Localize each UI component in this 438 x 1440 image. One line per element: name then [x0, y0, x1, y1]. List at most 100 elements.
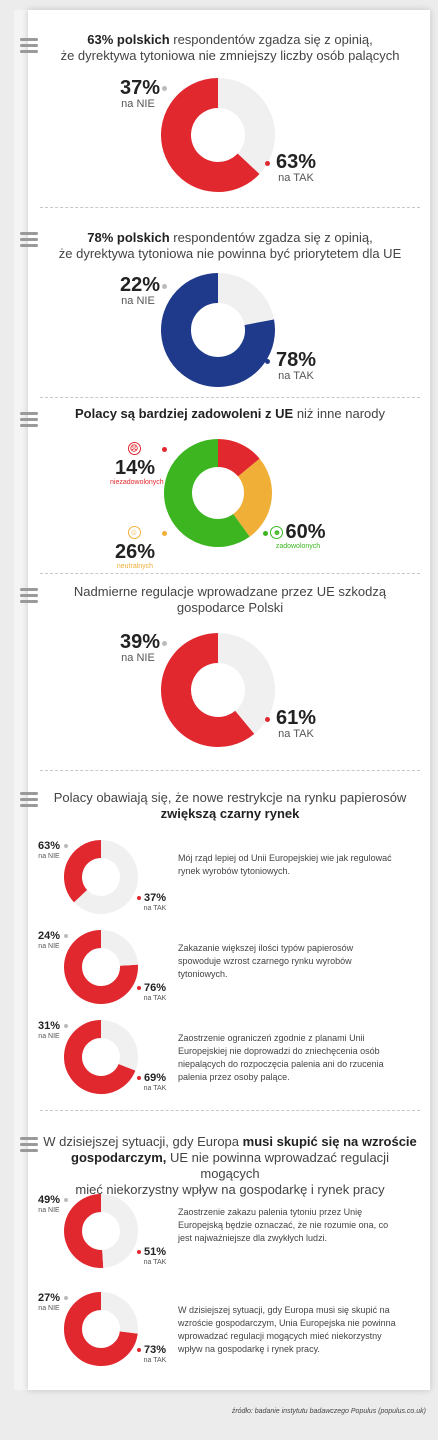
small-nie-percent: 49% — [37, 1194, 61, 1206]
chart3-neu-group: ☺26% neutralnych — [110, 522, 160, 571]
small-tak-dot — [137, 986, 141, 990]
chart2-title-line2: że dyrektywa tytoniowa nie powinna być p… — [58, 246, 402, 261]
donut-slice-na-TAK — [64, 1194, 104, 1268]
small-tak-label: na TAK — [143, 1259, 167, 1266]
small-nie-percent: 24% — [37, 930, 61, 942]
section-divider — [40, 573, 420, 574]
chart2-nie-label: na NIE — [121, 295, 155, 307]
small-tak-percent: 69% — [143, 1072, 167, 1084]
donut-slice-na-NIE — [217, 633, 275, 734]
small-nie-label: na NIE — [38, 1033, 60, 1040]
small-donut — [64, 1194, 138, 1268]
small-nie-group: 49% na NIE — [36, 1194, 62, 1215]
section-divider — [40, 1110, 420, 1111]
small-tak-label: na TAK — [143, 1357, 167, 1364]
binder-rings-icon — [20, 38, 38, 56]
small-nie-group: 24% na NIE — [36, 930, 62, 951]
chart4-title-line1: Nadmierne regulacje wprowadzane przez UE… — [73, 584, 387, 599]
small-nie-group: 27% na NIE — [36, 1292, 62, 1313]
notebook-spine — [14, 10, 29, 1390]
section-divider — [40, 207, 420, 208]
donut-slice-na-TAK — [64, 840, 102, 903]
donut-slice-na-NIE — [100, 1020, 138, 1071]
source-note: źródło: badanie instytutu badawczego Pop… — [231, 1408, 426, 1415]
chart2-title: 78% polskich respondentów zgadza się z o… — [40, 230, 420, 262]
binder-rings-icon — [20, 588, 38, 606]
chart1-title-bold: 63% polskich — [87, 32, 170, 47]
small-nie-label: na NIE — [38, 853, 60, 860]
neutral-face-icon: ☺ — [127, 526, 141, 540]
small-nie-group: 31% na NIE — [36, 1020, 62, 1041]
chart1-donut — [161, 78, 275, 192]
small-donut — [64, 1020, 138, 1094]
binder-rings-icon — [20, 792, 38, 810]
small-donut — [64, 1292, 138, 1366]
section-divider — [40, 397, 420, 398]
section6-title-bold1: musi skupić się na wzroście — [242, 1134, 417, 1149]
donut-slice-na-TAK — [64, 1292, 138, 1366]
chart1-nie-dot — [162, 86, 167, 91]
donut-slice-na-TAK — [64, 930, 138, 1004]
donut-slice-na-TAK — [161, 633, 255, 747]
small-tak-dot — [137, 896, 141, 900]
small-nie-dot — [64, 1198, 68, 1202]
binder-rings-icon — [20, 1137, 38, 1155]
chart3-neg-dot — [162, 447, 167, 452]
chart2-nie-percent: 22% — [120, 274, 161, 296]
chart2-nie-dot — [162, 284, 167, 289]
chart3-neu-dot — [162, 531, 167, 536]
chart1-tak-label: na TAK — [278, 172, 314, 184]
chart3-pos-label: zadowolonych — [275, 543, 321, 550]
chart3-neg-label: niezadowolonych — [110, 479, 164, 486]
small-nie-dot — [64, 934, 68, 938]
chart3-neu-label: neutralnych — [116, 563, 154, 570]
small-nie-label: na NIE — [38, 943, 60, 950]
small-tak-dot — [137, 1348, 141, 1352]
small-tak-label: na TAK — [143, 1085, 167, 1092]
section6-title-pre: W dzisiejszej sytuacji, gdy Europa — [43, 1134, 243, 1149]
donut-slice-na-NIE — [100, 930, 138, 967]
chart1-nie-percent: 37% — [120, 77, 161, 99]
small-nie-label: na NIE — [38, 1305, 60, 1312]
small-tak-group: 73% na TAK — [142, 1344, 168, 1365]
chart1-nie-group: 37% na NIE — [120, 77, 161, 111]
section6-title-rest: UE nie powinna wprowadzać regulacji mogą… — [166, 1150, 389, 1181]
chart1-tak-dot — [265, 161, 270, 166]
chart4-nie-group: 39% na NIE — [120, 632, 160, 665]
small-nie-dot — [64, 844, 68, 848]
chart2-title-bold: 78% polskich — [87, 230, 170, 245]
small-tak-percent: 37% — [143, 892, 167, 904]
small-nie-group: 63% na NIE — [36, 840, 62, 861]
item-caption: Zaostrzenie zakazu palenia tytoniu przez… — [178, 1207, 389, 1243]
chart4-tak-group: 61% na TAK — [276, 708, 316, 741]
chart2-donut — [161, 273, 275, 387]
small-nie-label: na NIE — [38, 1207, 60, 1214]
chart4-title: Nadmierne regulacje wprowadzane przez UE… — [40, 584, 420, 616]
chart2-tak-group: 78% na TAK — [276, 350, 316, 383]
chart4-title-line2: gospodarce Polski — [176, 600, 284, 615]
paper-sheet — [28, 10, 430, 1390]
small-nie-dot — [64, 1296, 68, 1300]
small-tak-group: 76% na TAK — [142, 982, 168, 1003]
item-caption: Zakazanie większej ilości typów papieros… — [178, 943, 354, 979]
binder-rings-icon — [20, 412, 38, 430]
small-nie-percent: 63% — [37, 840, 61, 852]
chart3-pos-group: ☻ 60% zadowolonych — [270, 522, 326, 551]
chart4-tak-dot — [265, 717, 270, 722]
section5-title: Polacy obawiają się, że nowe restrykcje … — [40, 790, 420, 822]
donut-slice-na-NIE — [217, 78, 275, 175]
chart2-nie-group: 22% na NIE — [120, 274, 161, 308]
chart3-title-rest: niż inne narody — [293, 406, 385, 421]
small-tak-percent: 51% — [143, 1246, 167, 1258]
donut-slice-neutralnych — [232, 458, 272, 537]
item-caption: W dzisiejszej sytuacji, gdy Europa musi … — [178, 1305, 396, 1354]
small-tak-group: 51% na TAK — [142, 1246, 168, 1267]
chart2-tak-label: na TAK — [278, 370, 314, 382]
small-tak-percent: 73% — [143, 1344, 167, 1356]
donut-slice-zadowolonych — [164, 439, 250, 547]
section6-title-line3: mieć niekorzystny wpływ na gospodarkę i … — [75, 1182, 385, 1197]
chart1-title-rest: respondentów zgadza się z opinią, — [169, 32, 373, 47]
small-donut — [64, 840, 138, 914]
chart1-tak-percent: 63% — [276, 151, 317, 173]
donut-slice-na-NIE — [74, 840, 138, 914]
